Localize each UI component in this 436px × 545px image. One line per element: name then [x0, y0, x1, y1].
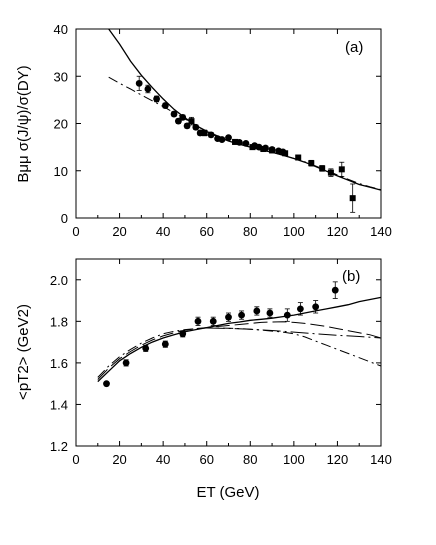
panel-a-ytick-label: 30 [54, 69, 68, 84]
panel-a-square-point [260, 146, 267, 153]
panel-b-xtick-label: 100 [283, 452, 305, 467]
panel-a-points [135, 75, 356, 213]
panel-b-label: (b) [342, 268, 360, 285]
panel-b-xlabel: ET (GeV) [196, 484, 259, 501]
panel-b-circle-point [122, 359, 130, 367]
panel-b-curve-solid [97, 296, 382, 383]
panel-b-ytick-label: 1.6 [50, 356, 68, 371]
panel-b-curves [97, 296, 382, 383]
panel-b-curve-dashdot-long [206, 327, 382, 339]
panel-b-circle-point [179, 330, 187, 338]
panel-b-ytick-label: 1.8 [50, 314, 68, 329]
panel-b-circle-point [103, 380, 110, 388]
panel-b-circle-point [253, 307, 261, 315]
panel-b-circle-point [194, 317, 202, 325]
panel-b-circle-point [225, 313, 232, 321]
panel-a-square-point [327, 169, 334, 176]
panel-a-circle-point [179, 113, 187, 121]
panel-b-circle-point [312, 303, 320, 311]
panel-b-xtick-label: 120 [327, 452, 349, 467]
panel-a-ticks: 0 20 40 60 80 100 120 140 0 10 20 30 40 [54, 22, 392, 239]
panel-b: 0 20 40 60 80 100 120 140 1.2 1.4 1.6 1.8 2.0 (b) <p… [15, 258, 392, 501]
panel-b-circle-point [209, 317, 217, 325]
panel-a-square-point [232, 138, 239, 145]
panel-a-frame [75, 28, 382, 219]
panel-b-xtick-label: 60 [199, 452, 213, 467]
panel-a-square-point [249, 144, 256, 151]
panel-a-square-point [319, 165, 326, 172]
panel-a-xtick-label: 120 [327, 224, 349, 239]
panel-b-xtick-label: 140 [370, 452, 392, 467]
panel-a-circle-point [225, 134, 232, 142]
panel-b-xtick-label: 80 [243, 452, 257, 467]
panel-b-ytick-label: 1.4 [50, 397, 68, 412]
panel-a-curve-solid [108, 28, 382, 191]
panel-b-circle-point [296, 305, 304, 313]
panel-a-ytick-label: 20 [54, 117, 68, 132]
panel-a-xtick-label: 100 [283, 224, 305, 239]
panel-b-ytick-label: 2.0 [50, 273, 68, 288]
panel-a: 0 20 40 60 80 100 120 140 0 10 20 30 40 (a) Bμμ σ(J/… [15, 22, 392, 239]
panel-a-square-point [282, 150, 289, 157]
panel-a-xtick-label: 60 [199, 224, 213, 239]
panel-a-xtick-label: 20 [112, 224, 126, 239]
panel-b-circle-point [238, 311, 245, 319]
panel-b-circle-point [266, 309, 274, 317]
panel-a-circle-point [153, 95, 161, 103]
panel-b-points [103, 281, 339, 388]
panel-a-square-point [269, 147, 276, 154]
panel-a-ytick-label: 0 [61, 211, 68, 226]
panel-a-xtick-label: 0 [72, 224, 79, 239]
panel-a-square-point [201, 129, 208, 136]
panel-b-xtick-label: 40 [156, 452, 170, 467]
panel-b-circle-point [142, 344, 150, 352]
panel-b-ticks: 0 20 40 60 80 100 120 140 1.2 1.4 1.6 1.8 2.0 [50, 259, 392, 467]
panel-a-circle-point [135, 79, 143, 87]
panel-a-label: (a) [345, 39, 363, 56]
panel-a-ylabel: Bμμ σ(J/ψ)/σ(DY) [15, 65, 32, 182]
panel-a-ytick-label: 10 [54, 164, 68, 179]
panel-a-circle-point [242, 139, 250, 147]
panel-b-curve-dashed [97, 321, 382, 380]
panel-b-ytick-label: 1.2 [50, 439, 68, 454]
panel-a-square-point [308, 160, 315, 167]
panel-b-xtick-label: 0 [72, 452, 79, 467]
panel-a-square-point [188, 118, 195, 125]
panel-a-square-point [338, 166, 345, 173]
panel-a-xtick-label: 40 [156, 224, 170, 239]
panel-a-ytick-label: 40 [54, 22, 68, 37]
panel-a-circle-point [144, 85, 152, 93]
panel-a-curve-dashdot [108, 76, 382, 191]
panel-a-circle-point [218, 136, 226, 143]
panel-a-circle-point [183, 122, 191, 130]
panel-b-ylabel: <pT2> (GeV2) [15, 304, 32, 400]
panel-b-circle-point [161, 340, 169, 348]
panel-a-xtick-label: 140 [370, 224, 392, 239]
panel-b-xtick-label: 20 [112, 452, 126, 467]
panel-b-curve-dashdot [97, 327, 382, 378]
panel-a-xtick-label: 80 [243, 224, 257, 239]
panel-a-square-point [349, 195, 356, 202]
panel-a-circle-point [192, 123, 200, 131]
panel-a-circle-point [161, 102, 169, 109]
panel-b-circle-point [283, 311, 291, 319]
panel-a-circle-point [207, 131, 215, 139]
panel-a-circle-point [170, 110, 178, 118]
panel-a-square-point [295, 154, 302, 161]
panel-b-circle-point [331, 286, 339, 294]
panel-a-curves [108, 28, 382, 191]
